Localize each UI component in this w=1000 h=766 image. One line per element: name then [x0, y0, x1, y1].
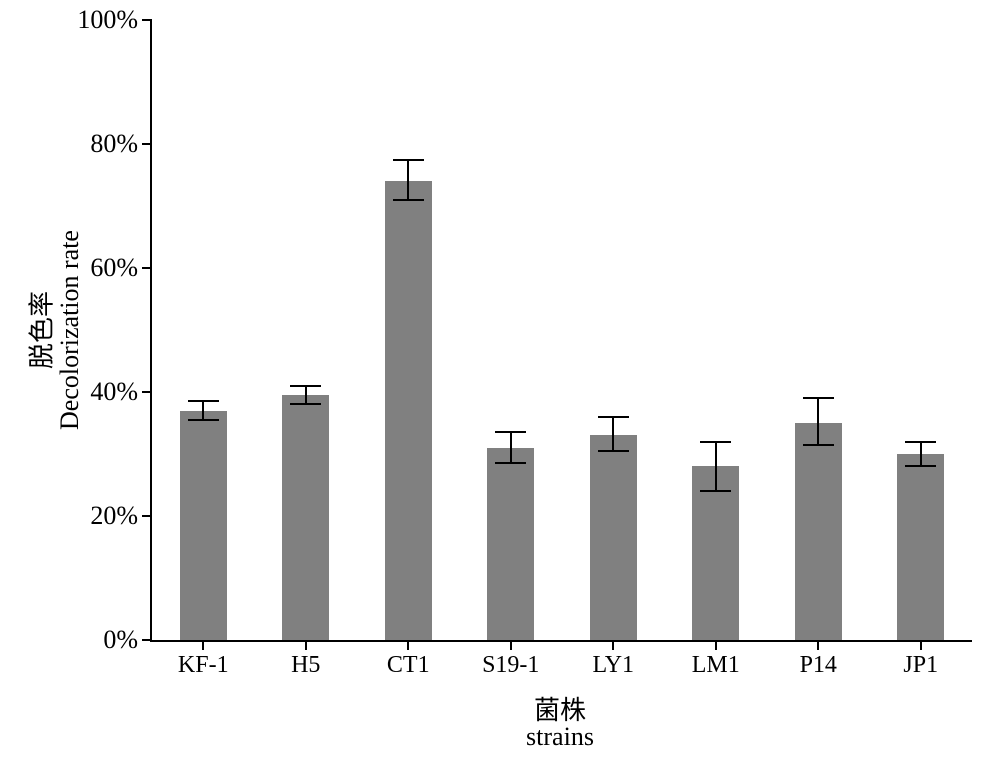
error-bar-stem: [407, 160, 409, 200]
error-bar-cap: [290, 403, 321, 405]
x-tick-label: JP1: [903, 640, 938, 679]
error-bar-cap: [393, 159, 424, 161]
error-bar-cap: [905, 441, 936, 443]
y-tick-label: 60%: [90, 253, 152, 283]
error-bar-stem: [612, 417, 614, 451]
error-bar-cap: [700, 490, 731, 492]
y-axis-label-en: Decolorization rate: [55, 230, 85, 430]
x-tick-label: KF-1: [178, 640, 229, 679]
y-tick-label: 80%: [90, 129, 152, 159]
error-bar-cap: [803, 444, 834, 446]
x-tick-label: LM1: [692, 640, 740, 679]
y-tick-label: 100%: [77, 5, 152, 35]
x-tick-label: H5: [291, 640, 320, 679]
bar: [590, 435, 637, 640]
y-axis-label-cn: 脱色率: [22, 291, 59, 369]
error-bar-stem: [817, 398, 819, 445]
plot-area: 0%20%40%60%80%100%KF-1H5CT1S19-1LY1LM1P1…: [150, 20, 972, 642]
error-bar-cap: [905, 465, 936, 467]
error-bar-stem: [305, 386, 307, 405]
error-bar-stem: [920, 442, 922, 467]
error-bar-cap: [290, 385, 321, 387]
error-bar-stem: [202, 401, 204, 420]
y-tick-label: 20%: [90, 501, 152, 531]
x-axis-label-en: strains: [526, 722, 594, 752]
x-tick-label: S19-1: [482, 640, 539, 679]
error-bar-cap: [393, 199, 424, 201]
x-tick-label: CT1: [387, 640, 430, 679]
error-bar-cap: [188, 400, 219, 402]
bar: [795, 423, 842, 640]
bar: [692, 466, 739, 640]
bar: [180, 411, 227, 640]
y-tick-label: 0%: [103, 625, 152, 655]
bar: [897, 454, 944, 640]
bar: [487, 448, 534, 640]
y-tick-label: 40%: [90, 377, 152, 407]
error-bar-cap: [700, 441, 731, 443]
error-bar-stem: [715, 442, 717, 492]
bar-chart: 0% 20% 40% 60% 80% 100% KF-1 H5 CT1 S19-1 LY1 LM1 P1…: [0, 0, 1000, 766]
bar: [282, 395, 329, 640]
error-bar-cap: [495, 431, 526, 433]
error-bar-cap: [188, 419, 219, 421]
x-tick-label: LY1: [592, 640, 634, 679]
x-tick-label: P14: [800, 640, 837, 679]
error-bar-stem: [510, 432, 512, 463]
bar: [385, 181, 432, 640]
error-bar-cap: [598, 450, 629, 452]
error-bar-cap: [495, 462, 526, 464]
error-bar-cap: [598, 416, 629, 418]
error-bar-cap: [803, 397, 834, 399]
